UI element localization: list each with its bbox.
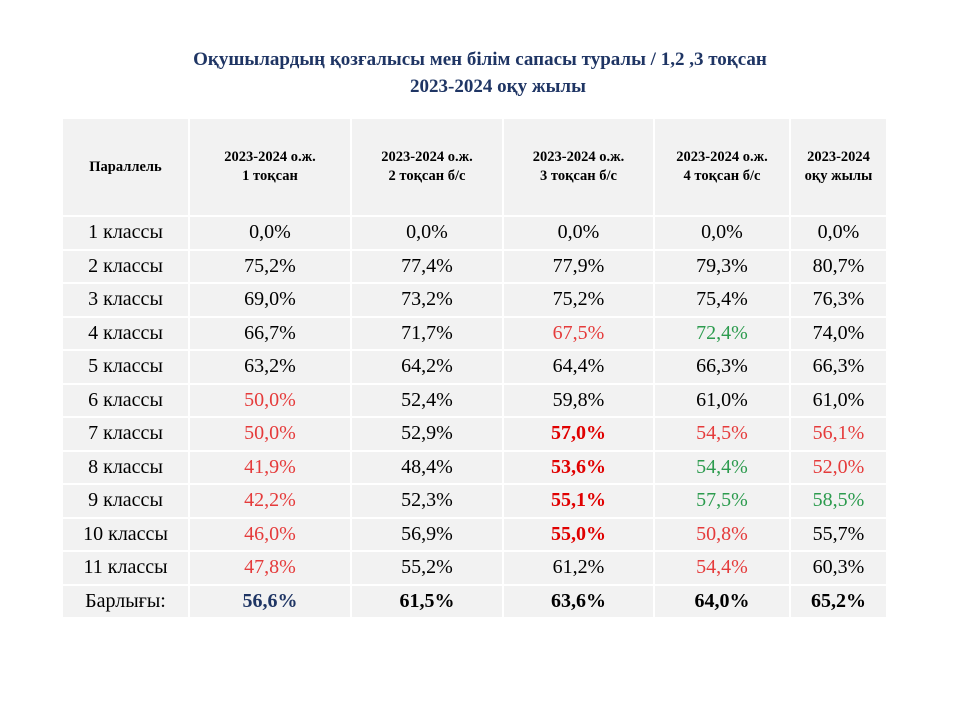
row-label: 11 классы	[63, 552, 190, 586]
table-cell: 50,0%	[190, 418, 352, 452]
header-row: Параллель 2023-2024 о.ж. 1 тоқсан 2023-20…	[63, 119, 888, 217]
table-cell: 0,0%	[352, 217, 504, 251]
table-cell: 77,9%	[504, 250, 655, 284]
table-cell: 65,2%	[791, 585, 888, 619]
header-cell-q4: 2023-2024 о.ж. 4 тоқсан б/с	[655, 119, 791, 217]
table-cell: 60,3%	[791, 552, 888, 586]
table-cell: 59,8%	[504, 384, 655, 418]
table-cell: 54,4%	[655, 451, 791, 485]
table-row: 5 классы 63,2% 64,2% 64,4% 66,3% 66,3%	[63, 351, 888, 385]
table-cell: 0,0%	[190, 217, 352, 251]
row-label: Барлығы:	[63, 585, 190, 619]
table-cell: 73,2%	[352, 284, 504, 318]
table-cell: 56,6%	[190, 585, 352, 619]
table-cell: 55,2%	[352, 552, 504, 586]
table-cell: 64,2%	[352, 351, 504, 385]
table-cell: 63,2%	[190, 351, 352, 385]
row-label: 5 классы	[63, 351, 190, 385]
table-row: 7 классы 50,0% 52,9% 57,0% 54,5% 56,1%	[63, 418, 888, 452]
table-cell: 55,7%	[791, 518, 888, 552]
table-cell: 64,0%	[655, 585, 791, 619]
row-label: 9 классы	[63, 485, 190, 519]
table-cell: 76,3%	[791, 284, 888, 318]
table-cell: 64,4%	[504, 351, 655, 385]
table-cell: 74,0%	[791, 317, 888, 351]
table-body: 1 классы 0,0% 0,0% 0,0% 0,0% 0,0% 2 классы 75,2…	[63, 217, 888, 619]
table-cell: 0,0%	[655, 217, 791, 251]
table-cell: 48,4%	[352, 451, 504, 485]
table-cell: 46,0%	[190, 518, 352, 552]
table-cell: 66,7%	[190, 317, 352, 351]
table-cell: 57,5%	[655, 485, 791, 519]
header-cell-q1: 2023-2024 о.ж. 1 тоқсан	[190, 119, 352, 217]
table-row: 1 классы 0,0% 0,0% 0,0% 0,0% 0,0%	[63, 217, 888, 251]
table-cell: 41,9%	[190, 451, 352, 485]
table-cell: 55,1%	[504, 485, 655, 519]
table-row: 3 классы 69,0% 73,2% 75,2% 75,4% 76,3%	[63, 284, 888, 318]
table-row: 10 классы 46,0% 56,9% 55,0% 50,8% 55,7%	[63, 518, 888, 552]
table-cell: 53,6%	[504, 451, 655, 485]
table-cell: 56,9%	[352, 518, 504, 552]
table-row: 2 классы 75,2% 77,4% 77,9% 79,3% 80,7%	[63, 250, 888, 284]
table-cell: 0,0%	[504, 217, 655, 251]
table-cell: 54,4%	[655, 552, 791, 586]
quality-table: Параллель 2023-2024 о.ж. 1 тоқсан 2023-20…	[63, 119, 888, 619]
table-cell: 67,5%	[504, 317, 655, 351]
header-cell-year: 2023-2024 оқу жылы	[791, 119, 888, 217]
table-cell: 57,0%	[504, 418, 655, 452]
header-cell-q2: 2023-2024 о.ж. 2 тоқсан б/с	[352, 119, 504, 217]
table-cell: 0,0%	[791, 217, 888, 251]
page-title: Оқушылардың қозғалысы мен білім сапасы т…	[0, 46, 960, 100]
header-cell-parallel: Параллель	[63, 119, 190, 217]
table-cell: 75,2%	[504, 284, 655, 318]
table-cell: 52,9%	[352, 418, 504, 452]
table-cell: 69,0%	[190, 284, 352, 318]
table-cell: 63,6%	[504, 585, 655, 619]
table-cell: 61,2%	[504, 552, 655, 586]
table-cell: 61,5%	[352, 585, 504, 619]
table-cell: 75,2%	[190, 250, 352, 284]
table-cell: 77,4%	[352, 250, 504, 284]
row-label: 7 классы	[63, 418, 190, 452]
row-label: 3 классы	[63, 284, 190, 318]
table-row: 6 классы 50,0% 52,4% 59,8% 61,0% 61,0%	[63, 384, 888, 418]
table-row: 8 классы 41,9% 48,4% 53,6% 54,4% 52,0%	[63, 451, 888, 485]
table-cell: 66,3%	[791, 351, 888, 385]
row-label: 4 классы	[63, 317, 190, 351]
table-cell: 50,8%	[655, 518, 791, 552]
table-row: 9 классы 42,2% 52,3% 55,1% 57,5% 58,5%	[63, 485, 888, 519]
row-label: 10 классы	[63, 518, 190, 552]
table-cell: 55,0%	[504, 518, 655, 552]
title-line-2: 2023-2024 оқу жылы	[410, 76, 586, 97]
table-cell: 71,7%	[352, 317, 504, 351]
table-cell: 75,4%	[655, 284, 791, 318]
table-cell: 52,0%	[791, 451, 888, 485]
table-cell: 54,5%	[655, 418, 791, 452]
table-cell: 72,4%	[655, 317, 791, 351]
table-cell: 47,8%	[190, 552, 352, 586]
table-cell: 79,3%	[655, 250, 791, 284]
table-cell: 52,3%	[352, 485, 504, 519]
table-cell: 50,0%	[190, 384, 352, 418]
row-label: 8 классы	[63, 451, 190, 485]
table-cell: 61,0%	[655, 384, 791, 418]
table-cell: 66,3%	[655, 351, 791, 385]
table-row: 11 классы 47,8% 55,2% 61,2% 54,4% 60,3%	[63, 552, 888, 586]
table-cell: 56,1%	[791, 418, 888, 452]
table-row: 4 классы 66,7% 71,7% 67,5% 72,4% 74,0%	[63, 317, 888, 351]
table-row: Барлығы: 56,6% 61,5% 63,6% 64,0% 65,2%	[63, 585, 888, 619]
table-cell: 52,4%	[352, 384, 504, 418]
row-label: 6 классы	[63, 384, 190, 418]
table-cell: 61,0%	[791, 384, 888, 418]
row-label: 1 классы	[63, 217, 190, 251]
table-cell: 42,2%	[190, 485, 352, 519]
table-cell: 80,7%	[791, 250, 888, 284]
title-line-1: Оқушылардың қозғалысы мен білім сапасы т…	[193, 49, 767, 70]
header-cell-q3: 2023-2024 о.ж. 3 тоқсан б/с	[504, 119, 655, 217]
row-label: 2 классы	[63, 250, 190, 284]
table-cell: 58,5%	[791, 485, 888, 519]
